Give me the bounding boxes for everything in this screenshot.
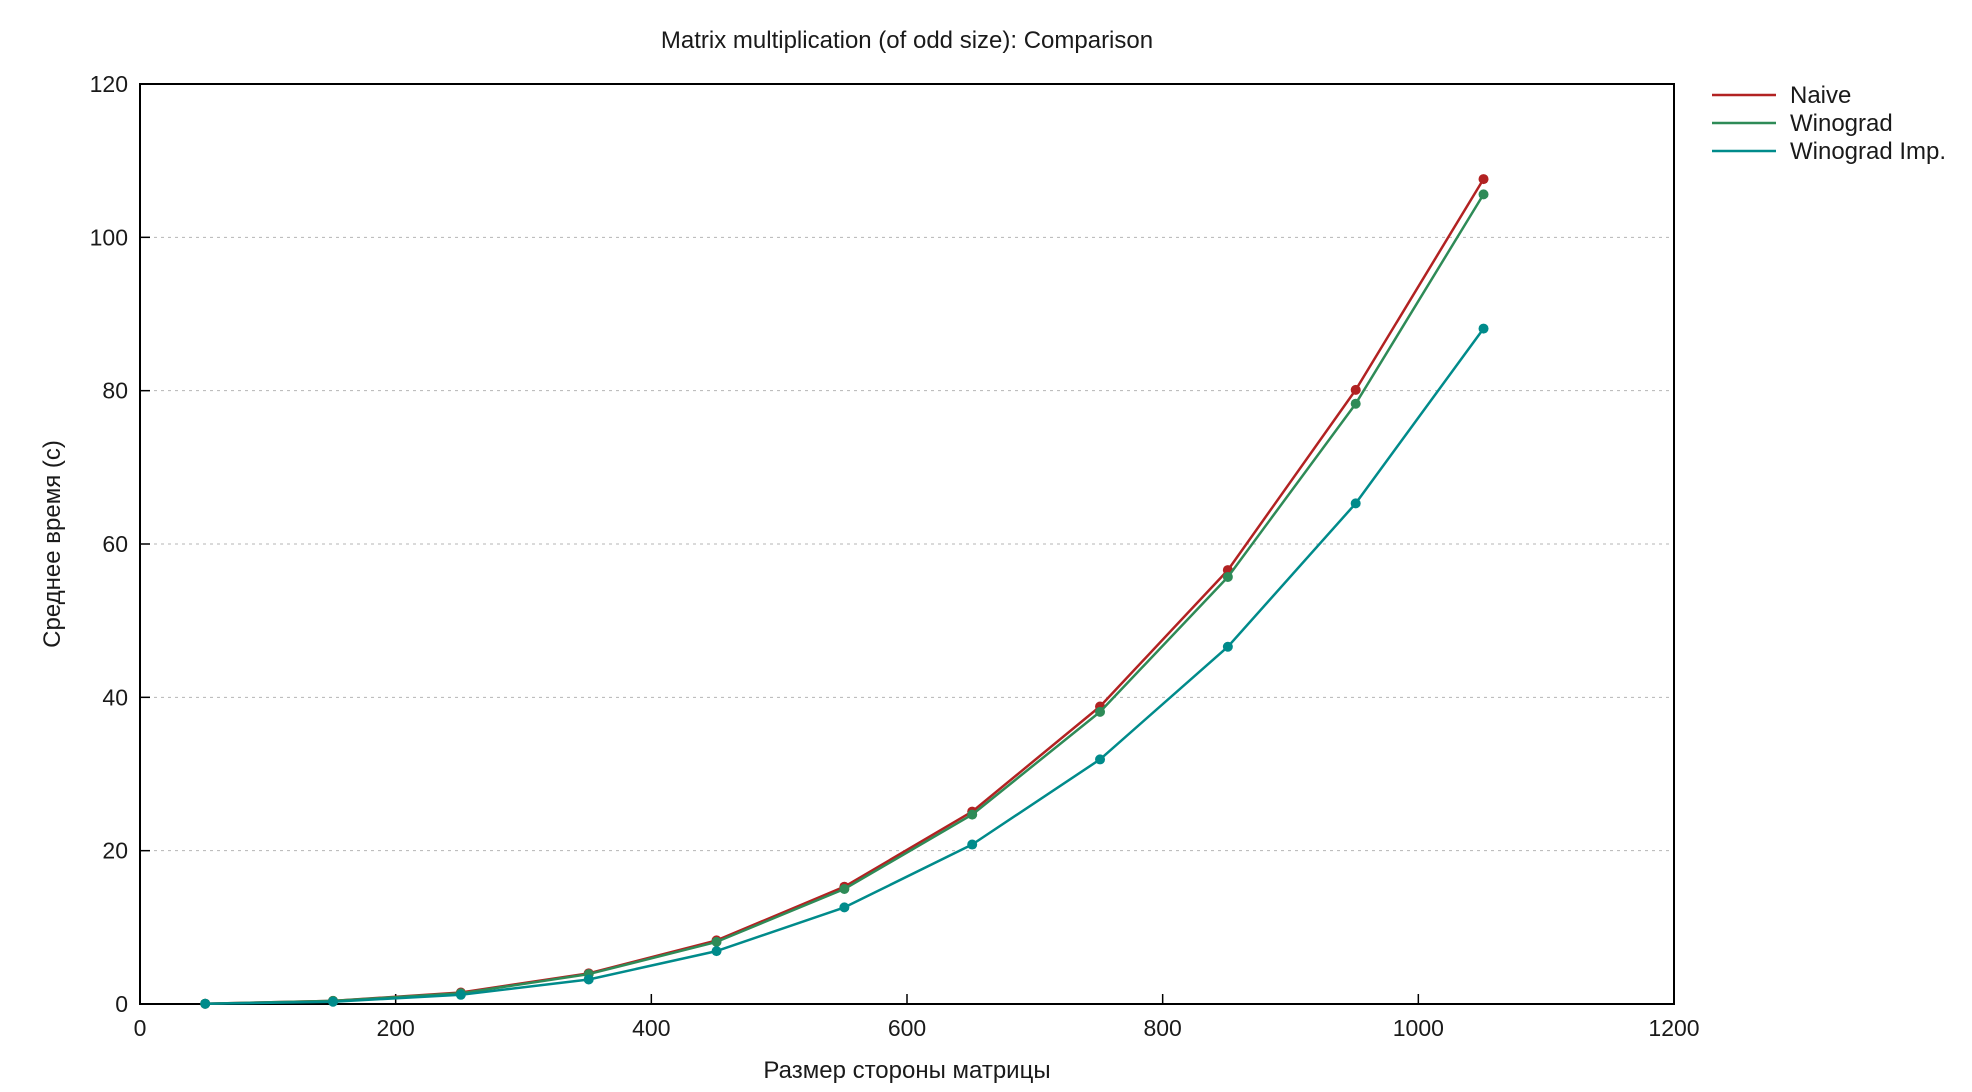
x-tick-label: 1000 [1393,1015,1444,1041]
x-tick-label: 600 [888,1015,926,1041]
x-tick-label: 0 [134,1015,147,1041]
data-point-winograd [1350,398,1361,409]
data-point-naive [1350,384,1361,395]
data-point-winograd-imp [1350,498,1361,509]
series-line-naive [205,178,1485,1005]
y-tick-label: 100 [90,224,128,250]
data-point-winograd-imp [1478,323,1489,334]
data-point-winograd-imp [967,839,978,850]
data-point-winograd [711,936,722,947]
data-point-winograd [967,809,978,820]
y-tick-label: 20 [102,838,128,864]
x-tick-label: 1200 [1648,1015,1699,1041]
data-point-winograd-imp [583,974,594,985]
data-point-winograd-imp [328,996,339,1007]
data-point-naive [1478,174,1489,185]
legend-item-winograd: Winograd [1712,110,1893,137]
chart-title: Matrix multiplication (of odd size): Com… [661,27,1153,54]
y-tick-label: 40 [102,684,128,710]
legend-label: Naive [1790,82,1851,109]
data-point-winograd [1222,571,1233,582]
legend-item-naive: Naive [1712,82,1851,109]
data-point-winograd-imp [839,902,850,913]
series-group [200,174,1489,1009]
data-point-winograd-imp [1222,641,1233,652]
legend-label: Winograd [1790,110,1893,137]
legend-item-winograd-imp: Winograd Imp. [1712,138,1946,165]
data-point-winograd-imp [200,998,211,1009]
data-point-winograd [839,884,850,894]
data-point-winograd-imp [711,946,722,957]
data-point-winograd-imp [1095,754,1106,765]
x-tick-label: 800 [1143,1015,1181,1041]
x-tick-label: 400 [632,1015,670,1041]
legend-label: Winograd Imp. [1790,138,1946,165]
y-tick-label: 80 [102,378,128,404]
grid-lines [140,236,1674,852]
y-tick-label: 0 [115,991,128,1017]
x-axis-label: Размер стороны матрицы [763,1057,1050,1084]
y-tick-label: 120 [90,71,128,97]
x-tick-label: 200 [376,1015,414,1041]
y-tick-label: 60 [102,531,128,557]
data-point-winograd-imp [455,989,466,1000]
data-point-winograd [1478,189,1489,200]
x-axis: 0 200 400 600 800 1000 1200 [134,994,1700,1041]
y-axis-label: Среднее время (с) [39,440,66,648]
y-axis: 0 20 40 60 80 100 120 [90,71,150,1017]
data-point-winograd [1095,706,1106,717]
